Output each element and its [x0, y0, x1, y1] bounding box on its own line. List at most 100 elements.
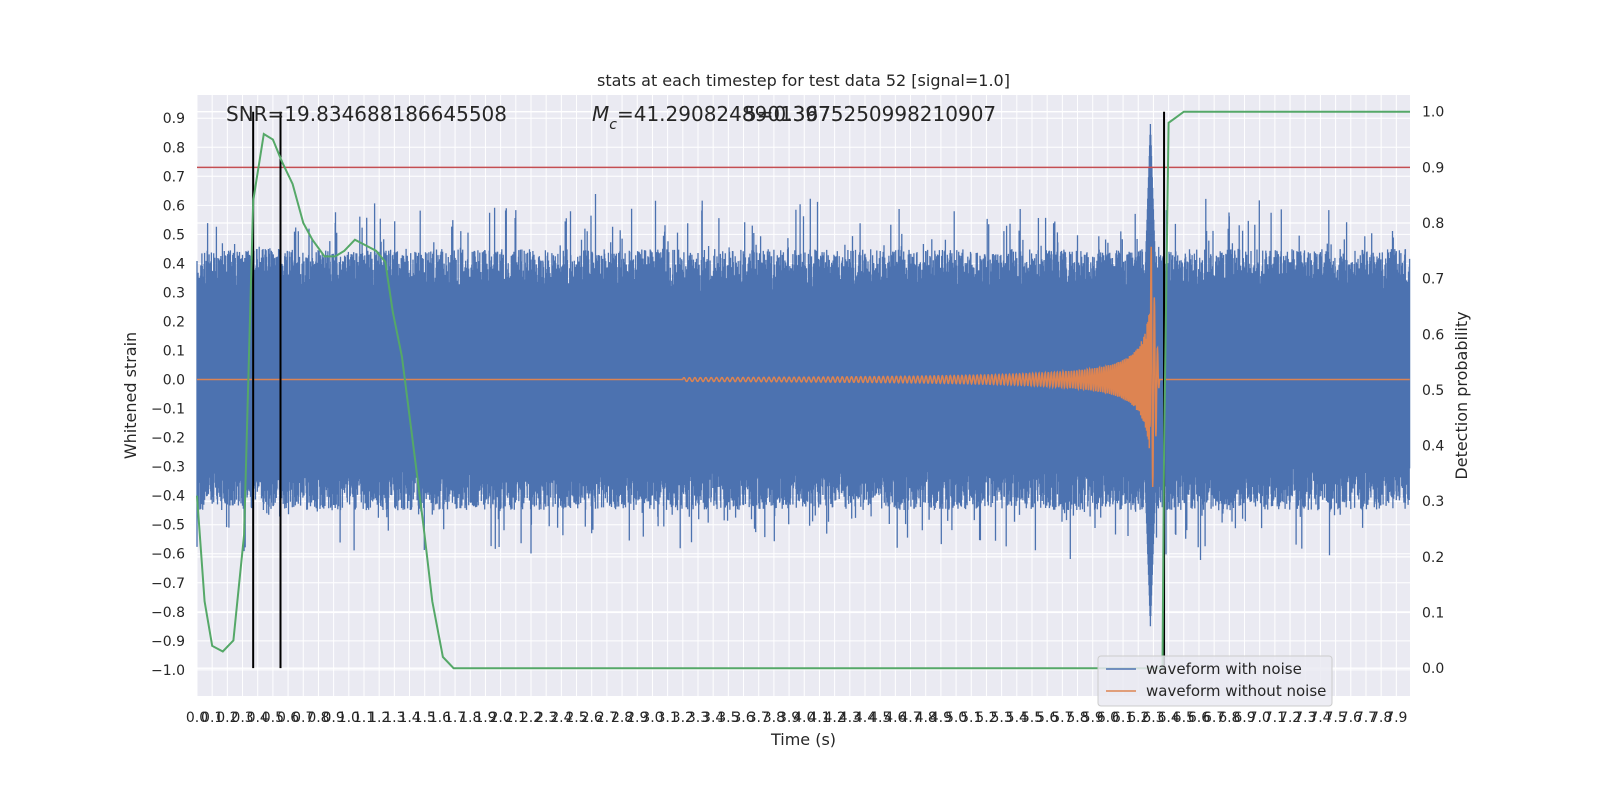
x-tick-label: 7.8 — [1370, 710, 1392, 726]
y-tick-label: −0.6 — [151, 547, 185, 563]
x-tick-label: 7.2 — [1279, 710, 1301, 726]
chart-title: stats at each timestep for test data 52 … — [597, 71, 1010, 90]
x-tick-label: 4.3 — [839, 710, 861, 726]
x-tick-label: 6.7 — [1203, 710, 1225, 726]
x-tick-label: 6.3 — [1142, 710, 1164, 726]
x-tick-label: 0.9 — [323, 710, 345, 726]
legend-label-without-noise: waveform without noise — [1146, 682, 1326, 700]
x-tick-label: 1.7 — [444, 710, 466, 726]
y-tick-label: 0.6 — [163, 198, 185, 214]
x-tick-label: 2.2 — [520, 710, 542, 726]
x-tick-label: 5.5 — [1021, 710, 1043, 726]
x-tick-label: 5.0 — [945, 710, 967, 726]
x-tick-label: 1.4 — [398, 710, 420, 726]
y-tick-label: −0.8 — [151, 605, 185, 621]
y-axis-ticks: −1.0 −0.9 −0.8 −0.7 −0.6 −0.5 −0.4 −0.3 −0.2 −0.1… — [151, 111, 185, 679]
x-tick-label: 7.5 — [1324, 710, 1346, 726]
x-tick-label: 6.0 — [1097, 710, 1119, 726]
x-tick-label: 1.8 — [459, 710, 481, 726]
x-tick-label: 0.7 — [292, 710, 314, 726]
x-tick-label: 2.7 — [596, 710, 618, 726]
y2-tick-label: 0.4 — [1422, 439, 1444, 455]
x-tick-label: 3.9 — [778, 710, 800, 726]
y2-tick-label: 1.0 — [1422, 105, 1444, 121]
x-tick-label: 1.2 — [368, 710, 390, 726]
y-tick-label: 0.3 — [163, 285, 185, 301]
x-tick-label: 1.0 — [338, 710, 360, 726]
x-tick-label: 4.5 — [869, 710, 891, 726]
x-tick-label: 0.8 — [307, 710, 329, 726]
x-tick-label: 1.1 — [353, 710, 375, 726]
y2-axis-label: Detection probability — [1452, 311, 1471, 479]
x-tick-label: 4.2 — [823, 710, 845, 726]
y2-axis-ticks: 0.0 0.1 0.2 0.3 0.4 0.5 0.6 0.7 0.8 0.9 1.0 — [1422, 105, 1444, 677]
legend-box — [1097, 655, 1333, 707]
y2-tick-label: 0.0 — [1422, 661, 1444, 677]
y-axis-label: Whitened strain — [121, 332, 140, 459]
x-tick-label: 6.4 — [1157, 710, 1179, 726]
x-tick-label: 6.1 — [1112, 710, 1134, 726]
clean-waveform-line — [197, 246, 1410, 488]
x-tick-label: 1.6 — [429, 710, 451, 726]
y-tick-label: 0.9 — [163, 111, 185, 127]
x-tick-label: 6.9 — [1233, 710, 1255, 726]
x-tick-label: 3.6 — [732, 710, 754, 726]
y-tick-label: −0.9 — [151, 634, 185, 650]
x-tick-label: 6.8 — [1218, 710, 1240, 726]
x-tick-label: 0.1 — [201, 710, 223, 726]
y-tick-label: −0.1 — [151, 402, 185, 418]
x-tick-label: 0.4 — [247, 710, 269, 726]
snr-annotation: SNR=19.834688186645508 — [226, 102, 507, 126]
x-tick-label: 4.0 — [793, 710, 815, 726]
x-tick-label: 6.6 — [1188, 710, 1210, 726]
y-tick-label: −0.5 — [151, 518, 185, 534]
x-tick-label: 7.4 — [1309, 710, 1331, 726]
x-tick-label: 4.1 — [808, 710, 830, 726]
x-tick-label: 1.3 — [383, 710, 405, 726]
x-tick-label: 5.2 — [975, 710, 997, 726]
y2-tick-label: 0.7 — [1422, 272, 1444, 288]
x-tick-label: 5.4 — [1006, 710, 1028, 726]
y2-tick-label: 0.3 — [1422, 494, 1444, 510]
x-tick-label: 5.7 — [1051, 710, 1073, 726]
x-tick-label: 0.2 — [216, 710, 238, 726]
x-tick-label: 3.8 — [763, 710, 785, 726]
y-tick-label: −0.3 — [151, 460, 185, 476]
x-tick-label: 0.5 — [262, 710, 284, 726]
legend-label-with-noise: waveform with noise — [1146, 660, 1302, 678]
x-tick-label: 7.7 — [1355, 710, 1377, 726]
x-tick-label: 3.1 — [656, 710, 678, 726]
x-tick-label: 6.5 — [1173, 710, 1195, 726]
y-tick-label: 0.8 — [163, 140, 185, 156]
y-tick-label: −0.4 — [151, 489, 185, 505]
x-tick-label: 4.4 — [854, 710, 876, 726]
y-tick-label: 0.4 — [163, 256, 185, 272]
y-tick-label: 0.7 — [163, 169, 185, 185]
chirp-mass-value: =41.2908248901367 — [617, 102, 831, 126]
y-tick-label: 0.5 — [163, 227, 185, 243]
y-tick-label: −1.0 — [151, 663, 185, 679]
x-axis-label: Time (s) — [770, 730, 836, 749]
x-tick-label: 4.7 — [899, 710, 921, 726]
x-tick-label: 5.8 — [1066, 710, 1088, 726]
y2-tick-label: 0.6 — [1422, 327, 1444, 343]
chirp-mass-symbol: M — [592, 102, 609, 126]
overlap-annotation: 5=0.3975250998210907 — [744, 102, 996, 126]
x-tick-label: 4.8 — [915, 710, 937, 726]
y-tick-label: −0.7 — [151, 576, 185, 592]
x-tick-label: 3.4 — [702, 710, 724, 726]
x-tick-label: 7.3 — [1294, 710, 1316, 726]
x-tick-label: 1.5 — [414, 710, 436, 726]
x-tick-label: 2.5 — [565, 710, 587, 726]
legend: waveform with noise waveform without noi… — [1097, 655, 1333, 707]
chirp-mass-subscript: c — [609, 117, 617, 133]
x-tick-label: 0.0 — [186, 710, 208, 726]
y-tick-label: −0.2 — [151, 431, 185, 447]
y-tick-label: 0.1 — [163, 343, 185, 359]
x-tick-label: 3.7 — [748, 710, 770, 726]
x-tick-label: 2.6 — [581, 710, 603, 726]
y2-tick-label: 0.5 — [1422, 383, 1444, 399]
x-tick-label: 7.0 — [1249, 710, 1271, 726]
y2-tick-label: 0.2 — [1422, 550, 1444, 566]
